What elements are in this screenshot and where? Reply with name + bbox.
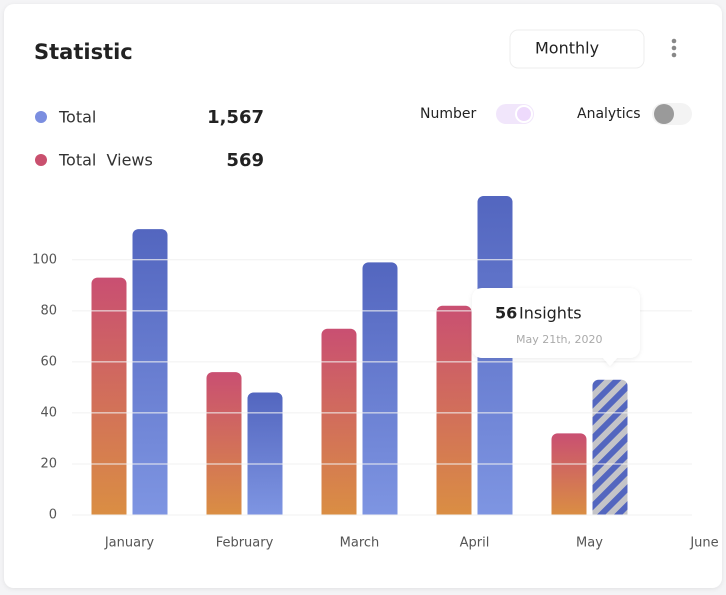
period-label: Monthly <box>535 39 599 58</box>
bar <box>321 328 357 515</box>
y-tick-label: 60 <box>40 354 57 369</box>
legend-dot <box>35 154 47 166</box>
bar <box>91 277 127 515</box>
y-tick-label: 0 <box>49 508 57 523</box>
x-tick-label: May <box>576 536 603 551</box>
y-tick-label: 20 <box>40 456 57 471</box>
total-value: 1,567 <box>207 107 264 128</box>
toggle-label: Analytics <box>577 106 641 122</box>
bar <box>592 379 628 515</box>
x-tick-label: April <box>460 536 490 551</box>
toggle-knob <box>654 104 674 124</box>
bar <box>436 305 472 515</box>
legend-dot <box>35 111 47 123</box>
toggle-knob <box>515 105 533 123</box>
toggle-label: Number <box>420 106 476 122</box>
bar <box>362 262 398 515</box>
tooltip-value: 56 <box>495 304 517 323</box>
tooltip: 56 Insights May 21th, 2020 <box>472 288 640 366</box>
period-select[interactable] <box>509 29 645 69</box>
tooltip-date: May 21th, 2020 <box>516 333 603 346</box>
bar <box>247 392 283 515</box>
y-tick-label: 100 <box>32 252 57 267</box>
x-tick-label: June <box>689 536 718 551</box>
title: Statistic <box>34 40 133 64</box>
more-menu[interactable] <box>671 38 677 58</box>
legend-label: Total <box>58 108 96 127</box>
tooltip-box <box>472 288 640 366</box>
legend-label: Total Views <box>58 151 153 170</box>
bar <box>551 433 587 515</box>
x-tick-label: February <box>216 536 274 551</box>
bar <box>132 229 168 515</box>
views-value: 569 <box>226 150 264 171</box>
y-tick-label: 80 <box>40 303 57 318</box>
y-tick-label: 40 <box>40 405 57 420</box>
x-tick-label: January <box>104 536 155 551</box>
bar <box>206 372 242 515</box>
tooltip-label: Insights <box>519 304 582 323</box>
x-tick-label: March <box>340 536 380 551</box>
